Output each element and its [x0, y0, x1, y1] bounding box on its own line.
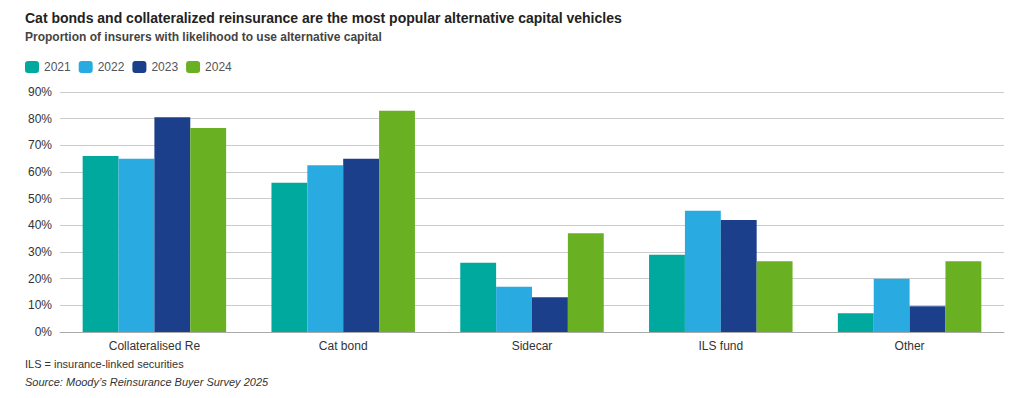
- svg-text:90%: 90%: [28, 85, 52, 99]
- svg-text:70%: 70%: [28, 138, 52, 152]
- svg-text:2023: 2023: [151, 60, 178, 74]
- svg-text:2022: 2022: [98, 60, 125, 74]
- svg-text:10%: 10%: [28, 298, 52, 312]
- svg-text:2024: 2024: [205, 60, 232, 74]
- svg-text:Source: Moody’s Reinsurance Bu: Source: Moody’s Reinsurance Buyer Survey…: [25, 376, 269, 388]
- svg-text:20%: 20%: [28, 272, 52, 286]
- svg-text:80%: 80%: [28, 112, 52, 126]
- svg-text:40%: 40%: [28, 218, 52, 232]
- svg-text:Collateralised Re: Collateralised Re: [109, 339, 201, 353]
- svg-text:0%: 0%: [35, 325, 53, 339]
- svg-text:30%: 30%: [28, 245, 52, 259]
- svg-text:Sidecar: Sidecar: [512, 339, 553, 353]
- svg-text:ILS fund: ILS fund: [698, 339, 743, 353]
- svg-text:2021: 2021: [44, 60, 71, 74]
- svg-text:Proportion of insurers with li: Proportion of insurers with likelihood t…: [25, 30, 382, 44]
- svg-text:ILS = insurance-linked securit: ILS = insurance-linked securities: [25, 358, 184, 370]
- svg-text:50%: 50%: [28, 192, 52, 206]
- svg-text:Other: Other: [895, 339, 925, 353]
- svg-text:60%: 60%: [28, 165, 52, 179]
- svg-text:Cat bonds and collateralized r: Cat bonds and collateralized reinsurance…: [25, 10, 622, 26]
- svg-text:Cat bond: Cat bond: [319, 339, 368, 353]
